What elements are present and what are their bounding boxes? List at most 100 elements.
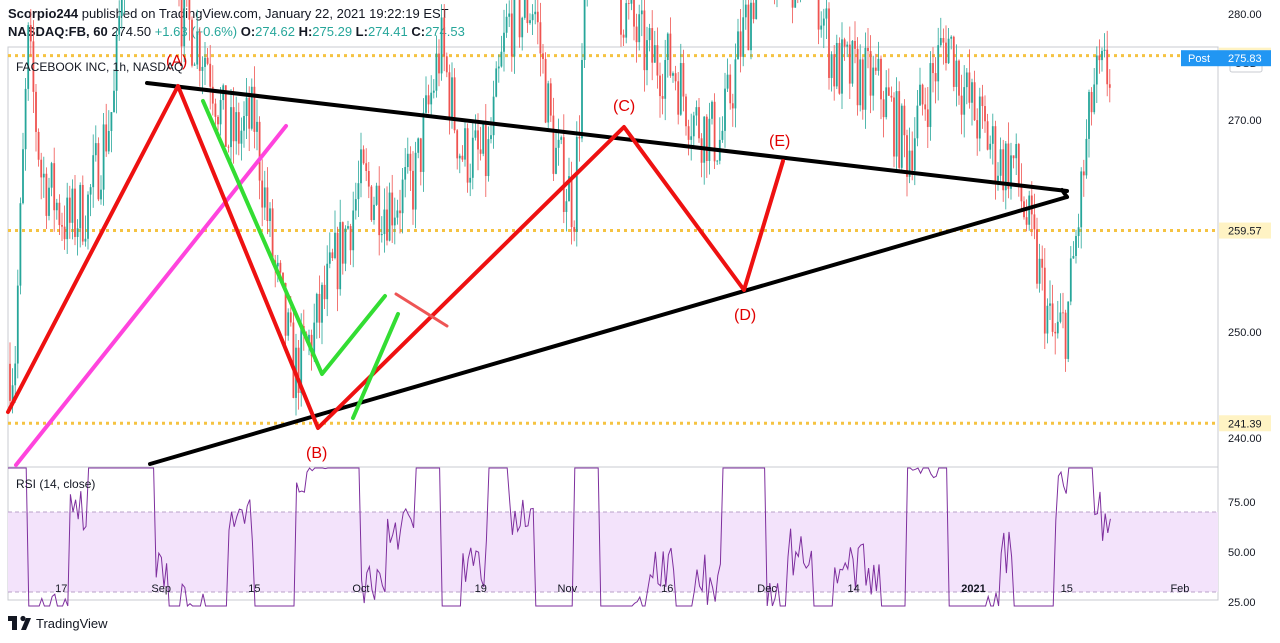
candle: [1046, 298, 1049, 344]
candle: [414, 141, 417, 229]
candle: [102, 113, 105, 206]
low-value: 274.41: [367, 24, 408, 39]
green-wave-lower[interactable]: [351, 312, 400, 420]
candle: [978, 87, 981, 152]
candle: [661, 73, 664, 115]
label-b: (B): [306, 445, 327, 462]
candle: [952, 35, 955, 92]
candle: [35, 84, 37, 152]
candle: [682, 49, 685, 112]
chart-title: FACEBOOK INC, 1h, NASDAQ: [16, 60, 183, 74]
candle: [419, 137, 422, 186]
candle: [492, 80, 495, 149]
candle: [266, 167, 269, 235]
candle: [391, 174, 394, 243]
candle: [110, 112, 113, 153]
candle: [232, 87, 235, 164]
candle: [822, 8, 825, 49]
candle: [1095, 46, 1098, 104]
candle: [1028, 190, 1031, 231]
triangle-upper-trendline[interactable]: [145, 81, 1069, 193]
date-tick-label: Nov: [558, 583, 578, 595]
candle: [646, 26, 648, 86]
tradingview-brand[interactable]: TradingView: [36, 616, 108, 631]
candle: [659, 62, 661, 118]
rsi-band: [8, 512, 1218, 592]
candle: [292, 307, 295, 399]
candle: [425, 76, 427, 118]
candle: [469, 163, 472, 197]
candle: [500, 35, 503, 68]
author-name[interactable]: Scorpio244: [8, 6, 79, 21]
candle: [243, 101, 245, 148]
candle: [846, 41, 849, 58]
candle: [734, 43, 737, 128]
candle: [503, 9, 505, 72]
candle: [263, 170, 266, 221]
candle: [960, 74, 963, 135]
symbol-legend: NASDAQ:FB, 60 274.50 +1.63 (+0.6%) O:274…: [8, 24, 465, 39]
candle: [370, 185, 373, 222]
candle: [339, 199, 342, 296]
candle: [861, 57, 864, 120]
date-tick-label: 17: [55, 583, 67, 595]
price-tick-label: 280.00: [1228, 9, 1262, 21]
candle: [744, 0, 747, 30]
candle: [1103, 33, 1106, 58]
candle: [1012, 155, 1015, 169]
candle: [570, 161, 573, 245]
candle: [1004, 140, 1007, 210]
candle: [40, 152, 43, 200]
candle: [747, 0, 750, 51]
candle: [859, 44, 862, 112]
candle: [620, 0, 622, 47]
publish-text: published on TradingView.com, January 22…: [81, 6, 449, 21]
candle: [87, 191, 89, 250]
candle: [396, 199, 399, 225]
candle: [271, 199, 274, 265]
candle: [466, 123, 469, 193]
candle: [321, 282, 323, 345]
candle: [256, 99, 258, 151]
candle: [711, 100, 713, 125]
candle: [349, 223, 352, 265]
candle: [841, 22, 843, 109]
candle: [750, 0, 752, 60]
triangle-lower-trendline[interactable]: [148, 195, 1069, 466]
candle: [360, 132, 362, 198]
candle: [867, 27, 869, 69]
candle: [505, 3, 508, 38]
candle: [921, 83, 924, 116]
candle: [700, 133, 703, 178]
candle: [269, 202, 271, 238]
candle: [523, 0, 526, 20]
candle: [237, 102, 240, 156]
candle: [929, 51, 932, 141]
candle: [726, 58, 729, 93]
candle: [542, 44, 544, 74]
candle: [939, 17, 942, 48]
candle: [1059, 293, 1062, 324]
price-level-value: 259.57: [1228, 226, 1262, 238]
tradingview-logo-icon[interactable]: [8, 615, 31, 630]
candle: [68, 185, 71, 239]
candle: [124, 0, 125, 15]
candle: [653, 30, 656, 63]
candle: [737, 18, 739, 60]
red-short-segment[interactable]: [394, 292, 449, 328]
candle: [518, 0, 521, 48]
candle: [206, 48, 209, 66]
candle: [347, 220, 349, 230]
date-tick-label: Oct: [352, 583, 369, 595]
green-wave-upper[interactable]: [201, 99, 387, 376]
red-abcde-wave[interactable]: [6, 84, 785, 430]
candle: [674, 65, 677, 91]
candle: [344, 225, 347, 272]
candle: [536, 0, 539, 45]
candle: [586, 0, 588, 7]
candle: [432, 79, 435, 99]
candle: [430, 75, 433, 117]
magenta-trendline[interactable]: [14, 124, 288, 467]
candle: [1090, 87, 1093, 126]
